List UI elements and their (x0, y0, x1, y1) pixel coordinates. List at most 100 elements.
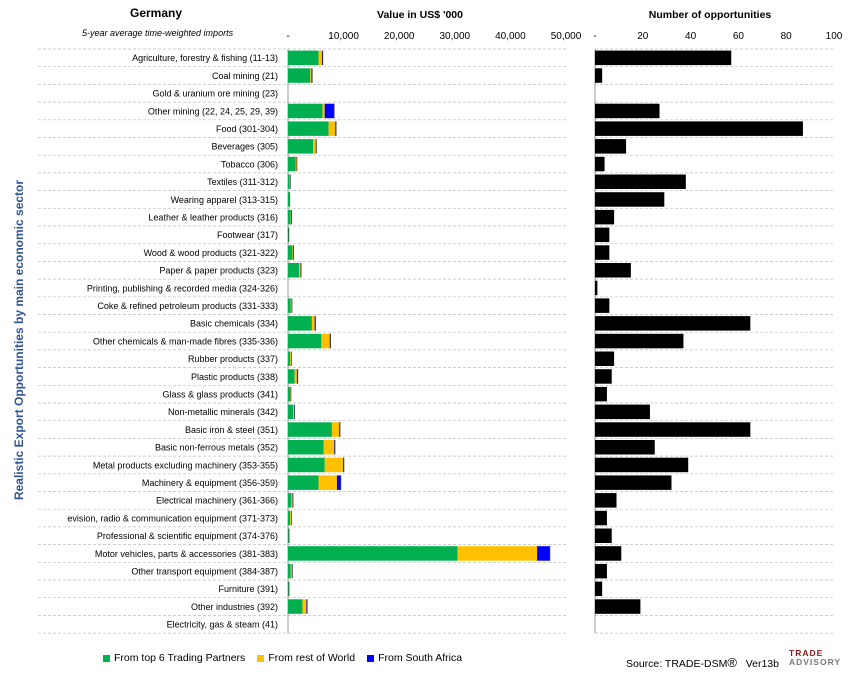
count-bar (595, 528, 612, 543)
value-bar-sa (296, 369, 298, 384)
value-bar-top6 (288, 440, 324, 455)
legend-item-row: From rest of World (257, 652, 355, 664)
source-note: Source: TRADE-DSM® Ver13b (626, 655, 779, 670)
count-x-tick-label: 40 (685, 31, 697, 42)
category-label: Agriculture, forestry & fishing (11-13) (132, 53, 278, 63)
category-label: Leather & leather products (316) (148, 212, 278, 222)
value-bar-top6 (288, 351, 291, 366)
value-bar-top6 (288, 121, 329, 136)
value-bar-row (318, 475, 337, 490)
value-bar-row (311, 316, 315, 331)
value-bar-row (290, 351, 292, 366)
legend: From top 6 Trading Partners From rest of… (103, 652, 462, 664)
value-bar-top6 (288, 68, 311, 83)
count-bar (595, 369, 612, 384)
legend-item-sa: From South Africa (367, 652, 462, 664)
category-label: Rubber products (337) (188, 354, 278, 364)
value-bar-row (291, 493, 293, 508)
count-x-tick-label: - (593, 31, 596, 42)
country-title: Germany (130, 6, 183, 20)
count-bar (595, 440, 655, 455)
category-label: Wearing apparel (313-315) (171, 195, 278, 205)
value-bar-row (322, 103, 325, 119)
value-bar-sa (343, 457, 344, 473)
category-label: Machinery & equipment (356-359) (142, 478, 278, 488)
category-label: Electrical machinery (361-366) (156, 496, 278, 506)
value-bar-top6 (288, 457, 325, 473)
count-bar (595, 493, 617, 508)
value-bar-top6 (288, 475, 319, 490)
value-bar-top6 (288, 156, 296, 172)
value-bar-top6 (288, 599, 303, 614)
value-bar-sa (329, 333, 331, 349)
value-bar-sa (335, 121, 337, 136)
value-chart-title: Value in US$ '000 (377, 9, 463, 21)
value-bar-sa (537, 546, 550, 561)
category-label: Non-metallic minerals (342) (168, 407, 278, 417)
legend-swatch-top6 (103, 654, 110, 662)
count-bar (595, 139, 627, 154)
value-bar-top6 (288, 245, 293, 260)
value-bar-top6 (288, 333, 322, 349)
category-label: Other transport equipment (384-387) (131, 566, 278, 576)
category-label: Paper & paper products (323) (159, 266, 278, 276)
count-bar (595, 475, 672, 490)
count-x-tick-label: 20 (637, 31, 649, 42)
category-label: Food (301-304) (216, 124, 278, 134)
value-bar-top6 (288, 298, 291, 313)
value-bar-top6 (288, 192, 290, 207)
count-bar (595, 422, 751, 437)
count-bar (595, 192, 665, 207)
count-bar (595, 156, 605, 172)
value-bar-top6 (288, 546, 458, 561)
value-bar-row (318, 50, 322, 66)
value-bar-top6 (288, 422, 332, 437)
category-label: Metal products excluding machinery (353-… (93, 460, 278, 470)
value-bar-top6 (288, 174, 290, 189)
category-label: Beverages (305) (211, 142, 278, 152)
count-bar (595, 546, 622, 561)
category-label: Tobacco (306) (221, 159, 278, 169)
value-bar-top6 (288, 50, 319, 66)
count-bar (595, 510, 607, 526)
count-bar (595, 351, 615, 366)
category-label: Other industries (392) (191, 602, 278, 612)
count-bar (595, 50, 732, 66)
value-bar-row (328, 121, 336, 136)
value-x-tick-label: 10,000 (328, 31, 359, 42)
legend-label-top6: From top 6 Trading Partners (114, 652, 246, 664)
category-label: Professional & scientific equipment (374… (97, 531, 278, 541)
value-bar-top6 (288, 369, 295, 384)
value-bar-row (295, 156, 297, 172)
legend-swatch-sa (367, 654, 375, 662)
value-bar-row (324, 457, 344, 473)
value-bar-top6 (288, 510, 291, 526)
category-label: Coke & refined petroleum products (331-3… (97, 301, 278, 311)
value-bar-top6 (288, 493, 292, 508)
value-bar-sa (321, 50, 323, 66)
count-bar (595, 563, 607, 579)
category-label: Basic iron & steel (351) (185, 425, 278, 435)
count-bar (595, 457, 689, 473)
value-bar-top6 (288, 316, 312, 331)
count-bar (595, 121, 803, 136)
value-bar-top6 (288, 103, 323, 119)
value-bar-top6 (288, 263, 300, 278)
value-x-tick-label: 40,000 (495, 31, 526, 42)
source-mark: ® (727, 655, 737, 670)
value-bar-sa (306, 599, 308, 614)
legend-swatch-row (257, 654, 265, 662)
category-label: Basic non-ferrous metals (352) (155, 443, 278, 453)
category-label: Gold & uranium ore mining (23) (152, 89, 278, 99)
value-bar-top6 (288, 581, 289, 597)
category-label: Plastic products (338) (191, 372, 278, 382)
category-label: Furniture (391) (218, 584, 278, 594)
value-bar-sa (314, 316, 316, 331)
value-bar-sa (334, 440, 335, 455)
legend-label-row: From rest of World (268, 652, 356, 664)
logo-line2: ADVISORY (789, 657, 842, 667)
value-bar-row (299, 263, 301, 278)
value-bar-sa (311, 68, 313, 83)
value-bar-row (302, 599, 307, 614)
value-bar-top6 (288, 404, 294, 420)
